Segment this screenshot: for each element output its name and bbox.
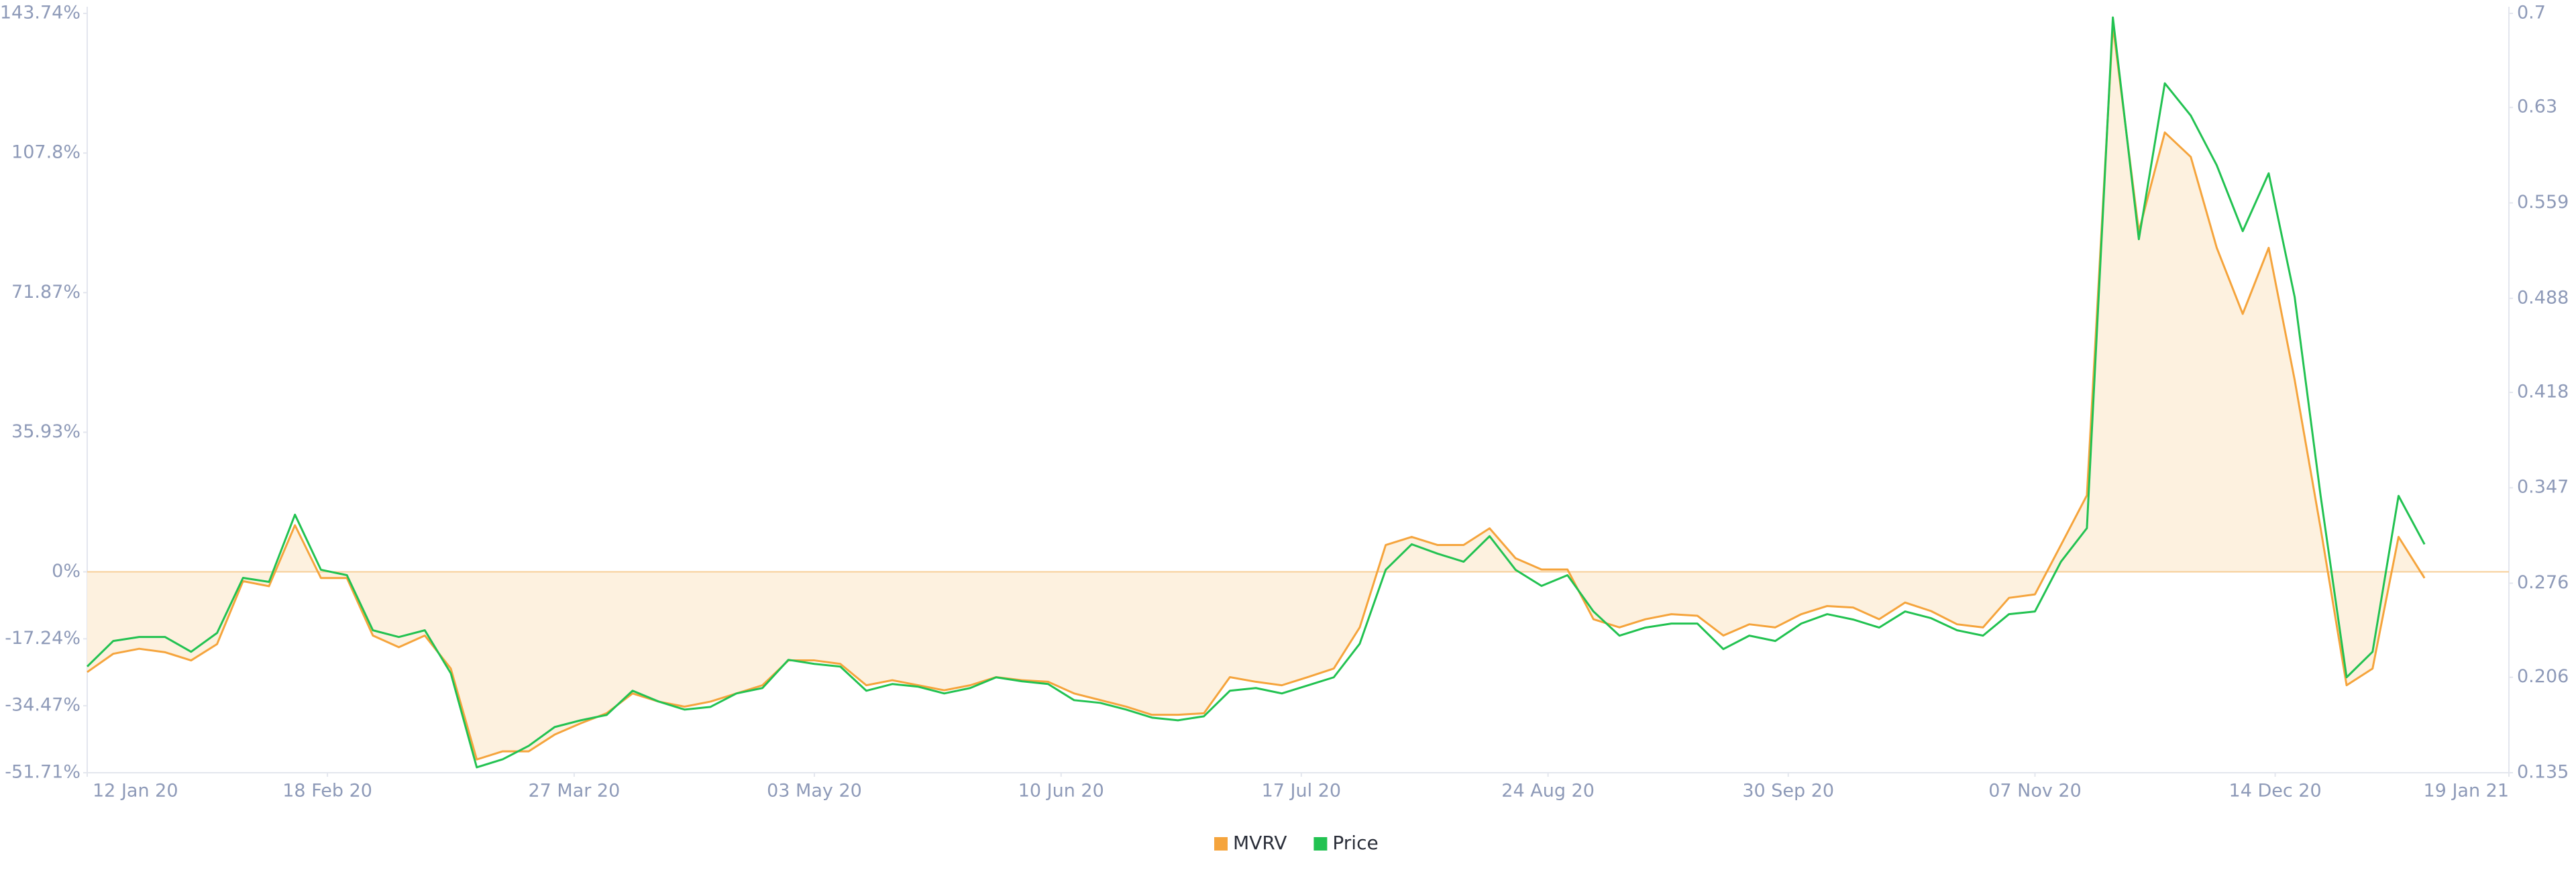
y-tick-label: 35.93% bbox=[11, 421, 80, 442]
x-tick-label: 19 Jan 21 bbox=[2424, 781, 2510, 802]
x-tick-label: 03 May 20 bbox=[767, 781, 862, 802]
y2-tick-label: 0.276 bbox=[2517, 572, 2569, 593]
line-series bbox=[87, 24, 2426, 761]
x-tick-label: 14 Dec 20 bbox=[2229, 781, 2322, 802]
x-tick-label: 18 Feb 20 bbox=[282, 781, 372, 802]
y2-tick-label: 0.418 bbox=[2517, 381, 2569, 402]
legend: MVRV Price bbox=[1214, 832, 1379, 854]
y-tick-label: -51.71% bbox=[5, 762, 80, 783]
legend-label: MVRV bbox=[1233, 832, 1287, 854]
y2-tick-label: 0.347 bbox=[2517, 477, 2569, 498]
y2-tick-label: 0.63 bbox=[2517, 97, 2557, 117]
y-tick-label: -34.47% bbox=[5, 695, 80, 716]
series-layer bbox=[86, 16, 2509, 769]
x-tick-label: 17 Jul 20 bbox=[1262, 781, 1341, 802]
x-tick-label: 07 Nov 20 bbox=[1988, 781, 2082, 802]
x-tick-label: 30 Sep 20 bbox=[1742, 781, 1834, 802]
y-tick-label: 71.87% bbox=[11, 282, 80, 303]
x-tick-label: 12 Jan 20 bbox=[93, 781, 178, 802]
x-tick-label: 27 Mar 20 bbox=[528, 781, 620, 802]
x-tick-label: 10 Jun 20 bbox=[1018, 781, 1104, 802]
x-tick-label: 24 Aug 20 bbox=[1501, 781, 1595, 802]
y2-tick-label: 0.559 bbox=[2517, 192, 2569, 213]
legend-swatch bbox=[1313, 837, 1328, 851]
y2-tick-label: 0.206 bbox=[2517, 666, 2569, 687]
y2-tick-label: 0.135 bbox=[2517, 762, 2569, 783]
y2-tick-label: 0.488 bbox=[2517, 287, 2569, 308]
line-series bbox=[86, 16, 2426, 769]
y-tick-label: 143.74% bbox=[0, 3, 80, 23]
y2-tick-label: 0.7 bbox=[2517, 3, 2546, 23]
legend-label: Price bbox=[1332, 832, 1378, 854]
y-tick-label: 0% bbox=[52, 561, 80, 582]
legend-swatch bbox=[1214, 837, 1228, 851]
area bbox=[87, 25, 2425, 760]
y-tick-label: 107.8% bbox=[11, 142, 80, 163]
y-tick-label: -17.24% bbox=[5, 628, 80, 649]
